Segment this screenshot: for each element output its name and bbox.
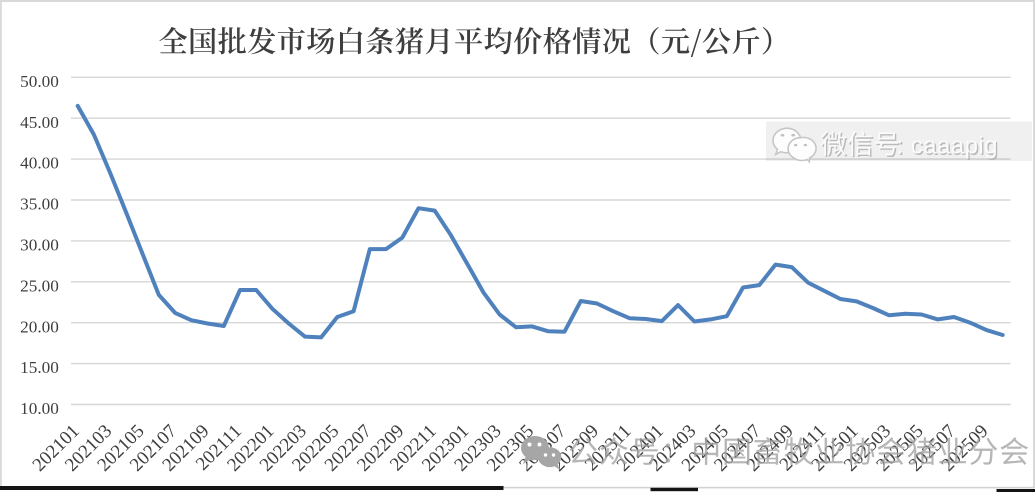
svg-text:35.00: 35.00 [20,195,59,214]
svg-text:: caaapig: : caaapig [897,133,998,160]
svg-text:30.00: 30.00 [20,236,59,255]
svg-text:10.00: 10.00 [20,399,59,418]
svg-text:: caaapig: : caaapig [898,134,999,161]
svg-text:40.00: 40.00 [20,154,59,173]
svg-text:15.00: 15.00 [20,358,59,377]
svg-text:50.00: 50.00 [20,72,59,91]
svg-text:25.00: 25.00 [20,276,59,295]
svg-text:20.00: 20.00 [20,317,59,336]
svg-text:45.00: 45.00 [20,113,59,132]
